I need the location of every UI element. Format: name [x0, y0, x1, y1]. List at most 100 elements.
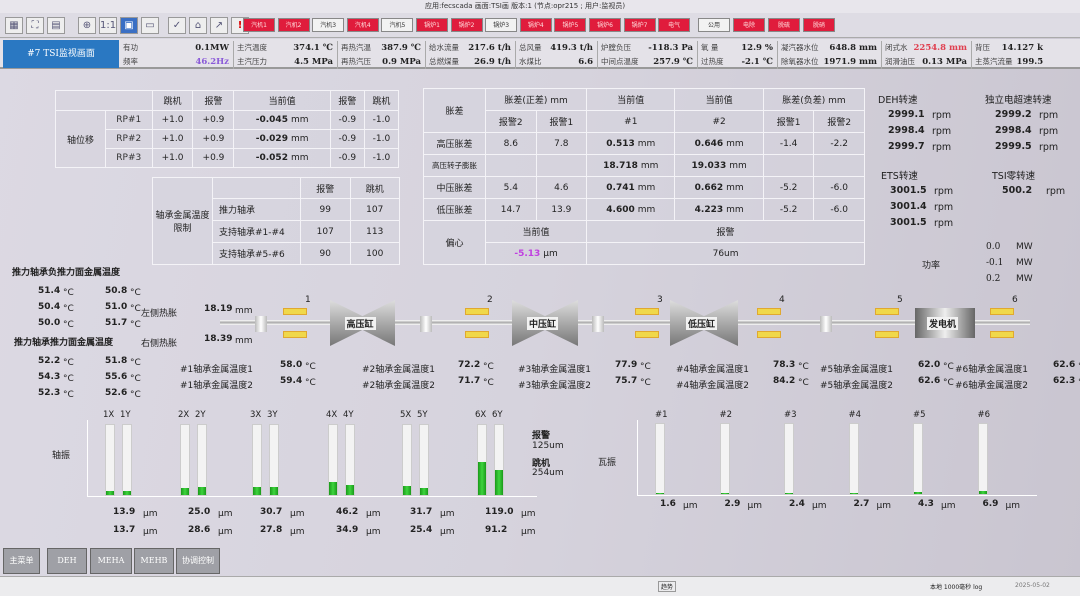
system-button[interactable]: 锅炉6: [589, 18, 621, 32]
nav-button-0[interactable]: 主菜单: [3, 548, 40, 574]
minus-icon[interactable]: ▭: [141, 17, 159, 34]
temp-unit: °C: [130, 390, 141, 400]
limit-trip: 107: [349, 198, 400, 221]
info-label: 润滑油压: [885, 57, 915, 66]
limit-trip: 100: [349, 242, 400, 265]
temp-unit: °C: [1078, 362, 1080, 372]
temp-unit: °C: [130, 288, 141, 298]
actual-size-icon[interactable]: 1:1: [99, 17, 117, 34]
system-button[interactable]: 锅炉2: [450, 18, 483, 32]
bearing-temp-value: 62.6: [918, 376, 941, 386]
nav-button-1[interactable]: DEH: [47, 548, 87, 574]
system-button[interactable]: 汽机4: [346, 18, 379, 32]
nav-button-3[interactable]: MEHB: [134, 548, 174, 574]
bearing-temp-value: 84.2: [773, 376, 796, 386]
temp-unit: °C: [1078, 378, 1080, 388]
system-button[interactable]: 汽机3: [312, 18, 345, 32]
info-label: 除氧器水位: [781, 57, 819, 66]
check-icon[interactable]: ✓: [168, 17, 186, 34]
temp-unit: °C: [640, 362, 651, 372]
info-value: 0.1MW: [195, 43, 229, 53]
print-icon[interactable]: ▤: [47, 17, 65, 34]
system-button[interactable]: 汽机5: [381, 18, 414, 32]
system-button[interactable]: 脱硝: [803, 18, 835, 32]
grid-icon[interactable]: ▦: [5, 17, 23, 34]
bearing-temp-limit-table: 轴承金属温度限制 报警 跳机 推力轴承 99 107 支持轴承#1-#4 107 113 支持轴承…: [152, 177, 400, 265]
system-button[interactable]: 锅炉5: [554, 18, 587, 32]
unit: mm: [637, 138, 656, 149]
info-value: 46.2Hz: [195, 57, 229, 67]
zoom-in-icon[interactable]: ⊕: [78, 17, 96, 34]
system-button[interactable]: 锅炉3: [485, 18, 518, 32]
probe-label: 6X: [475, 410, 487, 420]
home-icon[interactable]: ⌂: [189, 17, 207, 34]
um-unit: μm: [143, 527, 158, 537]
value: -0.045: [255, 115, 288, 125]
fit-icon[interactable]: ⛶: [26, 17, 44, 34]
system-button[interactable]: 汽机1: [243, 18, 275, 32]
sub-header: 报警1: [535, 110, 588, 133]
nav-button-4[interactable]: 协调控制: [176, 548, 220, 574]
thrust-temp: 52.2: [38, 356, 61, 366]
coupling-icon: [820, 316, 832, 332]
bearing-temp-label: #3轴承金属温度1: [518, 365, 591, 375]
save-icon[interactable]: ▣: [120, 17, 138, 34]
info-label: 闭式水: [885, 43, 908, 52]
rpm-unit: rpm: [932, 126, 952, 137]
bearing-vib-value: 4.3: [918, 499, 934, 509]
expansion-a2: 8.6: [485, 132, 537, 155]
info-cell: 水煤比 6.6: [515, 55, 597, 69]
vibration-bar: [197, 424, 207, 496]
trend-button[interactable]: 趋势: [658, 581, 677, 592]
system-button[interactable]: 电气: [658, 18, 691, 32]
info-label: 频率: [123, 57, 138, 66]
expansion-row-name: 高压胀差: [423, 132, 486, 155]
system-button[interactable]: 汽机2: [277, 18, 310, 32]
vibration-value: 27.8: [260, 525, 283, 535]
value: -0.052: [255, 153, 288, 163]
vibration-value: 91.2: [485, 525, 508, 535]
info-cell: 再热汽温 387.9 ℃: [337, 41, 425, 55]
bearing-vib-label: #5: [913, 410, 926, 420]
bearing-temp-label: #5轴承金属温度2: [820, 381, 893, 391]
deh-speed-value: 2999.1: [888, 109, 925, 120]
system-button[interactable]: 锅炉7: [623, 18, 656, 32]
axial-name: RP#1: [105, 110, 153, 130]
temp-unit: °C: [63, 320, 74, 330]
vibration-value: 34.9: [336, 525, 359, 535]
um-unit: μm: [218, 509, 233, 519]
vibration-bar: [719, 423, 730, 495]
axial-trip_neg: -1.0: [363, 148, 400, 168]
vibration-bar-fill: [123, 491, 131, 495]
system-button[interactable]: 锅炉1: [416, 18, 448, 32]
info-value: 1971.9 mm: [823, 57, 877, 67]
system-button[interactable]: 脱硫: [768, 18, 800, 32]
info-value: 0.9 MPa: [382, 57, 421, 67]
vibration-bar: [913, 423, 923, 495]
bearing-icon: [465, 331, 489, 338]
system-button[interactable]: 锅炉4: [519, 18, 552, 32]
x-axis: [87, 496, 537, 497]
axial-alarm_neg: -0.9: [329, 110, 365, 130]
expansion-a1: 13.9: [535, 198, 588, 221]
deh-speed-value: 2998.4: [888, 125, 925, 136]
tsi_zero-speed-value: 500.2: [1002, 185, 1033, 196]
bearing-temp-label: #4轴承金属温度1: [676, 365, 749, 375]
column-header: 报警: [329, 90, 365, 111]
axial-name: RP#3: [105, 148, 153, 168]
bearing-temp-value: 58.0: [280, 360, 303, 370]
info-label: 背压: [975, 43, 990, 52]
system-button[interactable]: 公用: [698, 18, 730, 32]
info-label: 中间点温度: [601, 57, 639, 66]
indep-speed-value: 2999.5: [995, 141, 1032, 152]
ets-speed-title: ETS转速: [881, 171, 918, 182]
vibration-bar: [848, 423, 859, 495]
system-button[interactable]: 电除: [733, 18, 765, 32]
nav-button-2[interactable]: MEHA: [90, 548, 132, 574]
eccentricity-alarm-header: 报警: [586, 220, 865, 243]
info-cell: 频率 46.2Hz: [123, 55, 233, 69]
rpm-unit: rpm: [1039, 110, 1059, 121]
probe-label: 1Y: [120, 410, 131, 420]
trend-icon[interactable]: ↗: [210, 17, 228, 34]
axial-alarm_pos: +0.9: [192, 110, 235, 130]
